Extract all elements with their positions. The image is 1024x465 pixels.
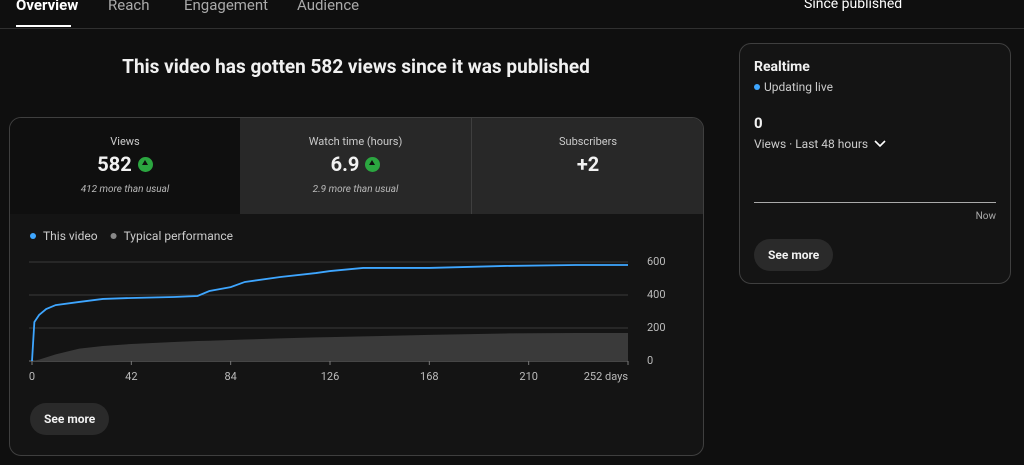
realtime-value: 0	[754, 114, 763, 132]
x-tick-label: 84	[224, 370, 236, 383]
metric-value: +2	[576, 152, 600, 176]
up-icon	[137, 156, 153, 172]
y-tick-label: 400	[647, 288, 666, 301]
live-dot	[754, 84, 760, 90]
see-more-button[interactable]: See more	[754, 239, 834, 271]
metric-tile[interactable]: Views 582 412 more than usual	[10, 118, 240, 214]
metric-value: 6.9	[330, 152, 360, 176]
y-tick-label: 600	[647, 255, 666, 268]
metric-note: 2.9 more than usual	[312, 184, 399, 195]
tab[interactable]: Overview	[16, 0, 79, 14]
metric-note: 412 more than usual	[80, 184, 170, 195]
x-tick-label: 168	[420, 370, 439, 383]
metric-tile[interactable]: Subscribers +2	[472, 118, 703, 214]
axis-label: Now	[975, 211, 996, 222]
metric-value: 582	[97, 152, 132, 176]
status-text: Updating live	[764, 80, 833, 94]
realtime-axis	[754, 202, 996, 203]
period-select[interactable]: Since published	[804, 0, 903, 12]
realtime-caption[interactable]: Views · Last 48 hours	[754, 137, 886, 151]
overview-card: Views 582 412 more than usual Watch time…	[9, 117, 704, 456]
x-tick-label: 0	[29, 370, 35, 383]
tab-underline	[16, 25, 71, 27]
x-tick-label: 210	[519, 370, 538, 383]
legend-label: This video	[43, 229, 98, 243]
legend-label: Typical performance	[124, 229, 233, 243]
legend-swatch	[110, 233, 117, 239]
see-more-button[interactable]: See more	[30, 403, 110, 435]
x-tick-label: 252 days	[584, 370, 629, 383]
caption-text: Views · Last 48 hours	[754, 137, 869, 151]
y-tick-label: 200	[647, 321, 666, 334]
y-tick-label: 0	[647, 354, 653, 367]
chevron	[874, 140, 886, 148]
tab[interactable]: Engagement	[184, 0, 269, 14]
legend-swatch	[30, 233, 36, 239]
x-tick-label: 126	[321, 370, 340, 383]
metric-label: Subscribers	[558, 135, 618, 148]
realtime-status: Updating live	[754, 80, 833, 94]
x-tick-label: 42	[125, 370, 137, 383]
metric-label: Watch time (hours)	[308, 135, 403, 148]
area	[32, 332, 628, 361]
realtime-title: Realtime	[754, 59, 810, 75]
metric-label: Views	[110, 135, 140, 148]
chart: 0 200 400 600 0 42 84 126 168 210 252 days This vid…	[29, 229, 666, 383]
headline: This video has gotten 582 views since it…	[122, 55, 590, 78]
tab[interactable]: Audience	[297, 0, 360, 14]
up-icon	[365, 156, 381, 172]
line	[31, 264, 628, 362]
realtime-card: Realtime Updating live 0 Views · Last 48…	[739, 43, 1011, 284]
divider	[0, 28, 1024, 29]
tab[interactable]: Reach	[108, 0, 150, 14]
metric-tile[interactable]: Watch time (hours) 6.9 2.9 more than usu…	[240, 118, 472, 214]
